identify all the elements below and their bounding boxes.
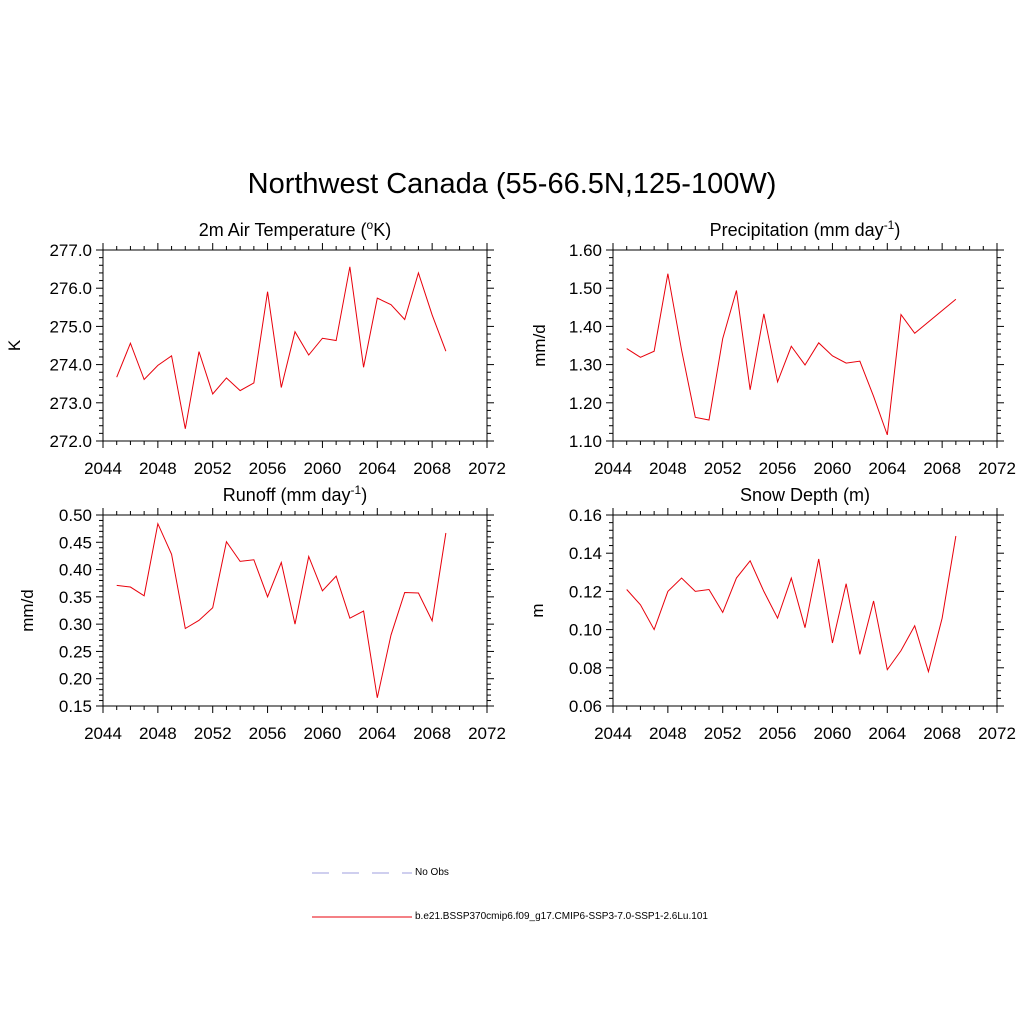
y-tick-label: 1.10 [569, 432, 602, 451]
x-tick-label: 2052 [194, 459, 232, 478]
x-tick-label: 2072 [978, 724, 1016, 743]
x-tick-label: 2052 [704, 724, 742, 743]
y-tick-label: 0.35 [59, 588, 92, 607]
x-tick-label: 2060 [814, 459, 852, 478]
y-tick-label: 0.12 [569, 582, 602, 601]
x-tick-label: 2072 [978, 459, 1016, 478]
y-tick-label: 0.10 [569, 621, 602, 640]
y-tick-label: 0.25 [59, 642, 92, 661]
chart-air-temperature: 272.0 273.0 274.0 275.0 276.0 277.0 2044 2048 20… [5, 218, 506, 478]
y-axis-label: K [5, 339, 24, 351]
y-tick-label: 0.45 [59, 533, 92, 552]
y-tick-label: 0.16 [569, 506, 602, 525]
x-tick-label: 2068 [923, 724, 961, 743]
x-tick-label: 2068 [413, 724, 451, 743]
x-tick-label: 2044 [84, 724, 122, 743]
x-tick-label: 2060 [814, 724, 852, 743]
y-tick-label: 0.06 [569, 697, 602, 716]
chart-precipitation: 1.10 1.20 1.30 1.40 1.50 1.60 2044 2048 2052 2056… [530, 218, 1016, 478]
y-tick-label: 0.40 [59, 561, 92, 580]
y-tick-label: 0.30 [59, 615, 92, 634]
x-tick-label: 2048 [649, 724, 687, 743]
x-tick-label: 2064 [358, 724, 396, 743]
y-tick-label: 0.08 [569, 659, 602, 678]
x-tick-label: 2064 [868, 724, 906, 743]
x-tick-label: 2068 [413, 459, 451, 478]
x-tick-label: 2044 [594, 724, 632, 743]
y-tick-label: 277.0 [49, 241, 92, 260]
y-tick-label: 275.0 [49, 317, 92, 336]
series-line-snow-depth [626, 535, 957, 674]
y-tick-label: 0.14 [569, 544, 602, 563]
x-tick-label: 2052 [194, 724, 232, 743]
plot-frame [102, 514, 488, 707]
x-tick-label: 2064 [868, 459, 906, 478]
plot-frame [612, 249, 998, 442]
y-axis-label: mm/d [18, 589, 37, 632]
x-tick-label: 2044 [594, 459, 632, 478]
y-tick-label: 0.50 [59, 506, 92, 525]
plot-frame [102, 249, 488, 442]
x-tick-label: 2072 [468, 724, 506, 743]
x-tick-label: 2044 [84, 459, 122, 478]
y-tick-label: 1.40 [569, 317, 602, 336]
chart-snow-depth: 0.06 0.08 0.10 0.12 0.14 0.16 2044 2048 2052 2056… [528, 485, 1016, 743]
y-tick-label: 272.0 [49, 432, 92, 451]
page-title: Northwest Canada (55-66.5N,125-100W) [247, 168, 777, 200]
x-tick-label: 2060 [304, 724, 342, 743]
x-tick-label: 2068 [923, 459, 961, 478]
y-tick-label: 1.20 [569, 394, 602, 413]
panel-title: 2m Air Temperature (oK) [199, 218, 391, 240]
plot-frame [612, 514, 998, 707]
series-line-precipitation [626, 273, 957, 436]
x-tick-label: 2048 [139, 459, 177, 478]
x-tick-label: 2056 [759, 459, 797, 478]
x-tick-label: 2060 [304, 459, 342, 478]
y-axis-label: mm/d [530, 324, 549, 367]
x-tick-label: 2056 [249, 459, 287, 478]
y-tick-label: 0.20 [59, 670, 92, 689]
panel-title: Snow Depth (m) [740, 485, 870, 505]
chart-runoff: 0.15 0.20 0.25 0.30 0.35 0.40 0.45 0.50 2044 2048… [18, 483, 506, 743]
x-tick-label: 2048 [649, 459, 687, 478]
y-tick-label: 276.0 [49, 279, 92, 298]
y-tick-label: 1.50 [569, 279, 602, 298]
panel-title: Runoff (mm day-1) [223, 483, 367, 505]
y-axis-label: m [528, 603, 547, 617]
y-tick-label: 1.60 [569, 241, 602, 260]
x-tick-label: 2064 [358, 459, 396, 478]
x-tick-label: 2052 [704, 459, 742, 478]
x-tick-label: 2072 [468, 459, 506, 478]
x-tick-label: 2048 [139, 724, 177, 743]
x-tick-label: 2056 [759, 724, 797, 743]
y-tick-label: 274.0 [49, 356, 92, 375]
panel-title: Precipitation (mm day-1) [710, 218, 901, 240]
y-tick-label: 273.0 [49, 394, 92, 413]
x-tick-label: 2056 [249, 724, 287, 743]
y-tick-label: 0.15 [59, 697, 92, 716]
series-line-runoff [116, 522, 447, 698]
y-tick-label: 1.30 [569, 356, 602, 375]
series-line-air-temperature [116, 266, 447, 429]
